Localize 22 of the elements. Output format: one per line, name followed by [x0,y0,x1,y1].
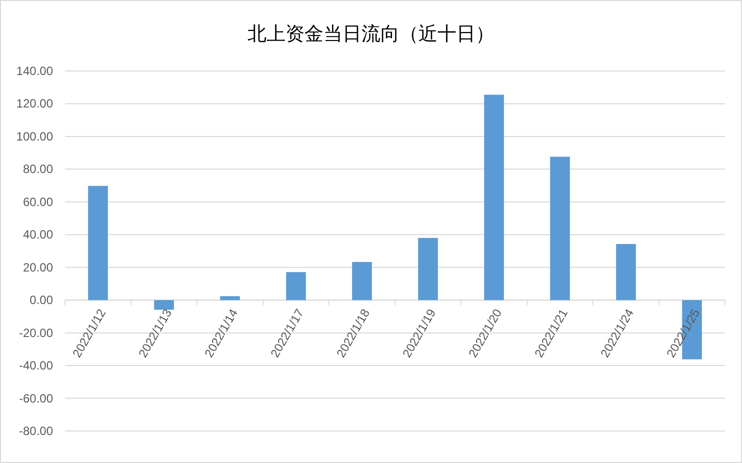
y-tick-label: 100.00 [16,129,54,144]
bar [352,262,372,300]
y-tick-label: 20.00 [22,260,54,274]
y-tick-label: 140.00 [16,64,54,78]
y-tick-label: -40.00 [18,358,54,373]
y-tick-label: -80.00 [18,424,54,438]
bar [220,296,240,300]
y-tick-label: -60.00 [18,391,54,406]
y-tick-label: 0.00 [30,293,54,308]
bar [154,300,174,310]
bar [616,244,636,300]
y-tick-label: 80.00 [22,162,54,176]
y-tick-label: 40.00 [22,228,54,242]
chart-title: 北上资金当日流向（近十日） [248,23,494,45]
y-tick-label: -20.00 [18,326,54,340]
y-tick-label: 120.00 [16,96,54,111]
bar [286,272,306,300]
bar [550,156,570,300]
bar [484,94,504,300]
bar [88,186,108,300]
bar [418,238,438,300]
y-tick-label: 60.00 [22,194,54,209]
